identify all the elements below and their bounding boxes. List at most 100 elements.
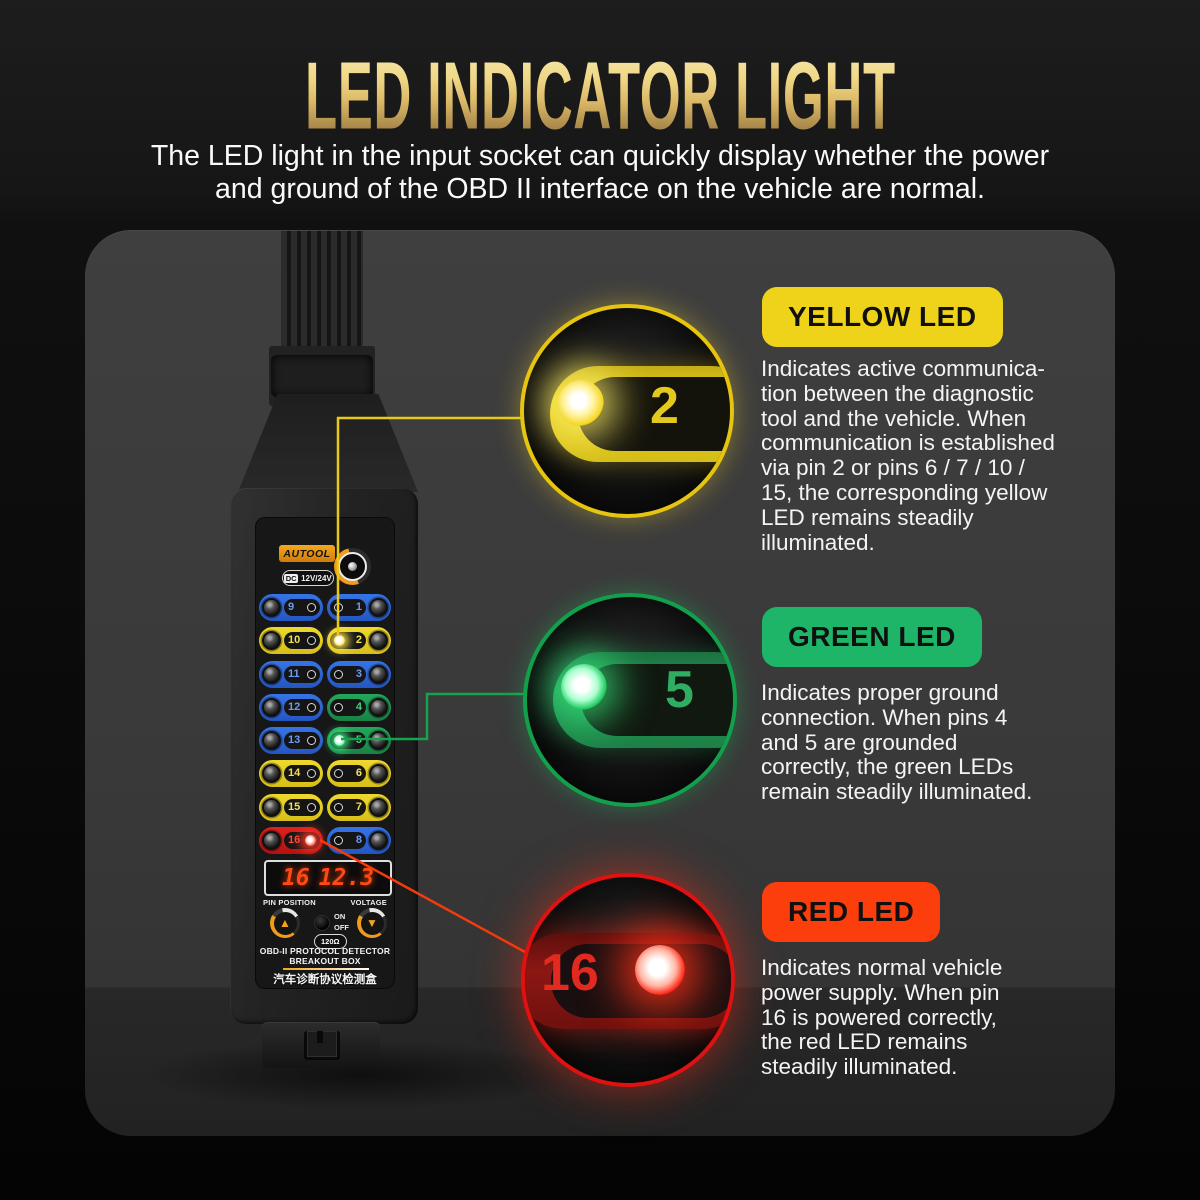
led-dot — [307, 702, 316, 712]
yellow-led-description: Indicates active communica- tion between… — [761, 356, 1055, 555]
led-dot — [307, 802, 316, 812]
pin-indicator-15: 15 — [259, 793, 323, 821]
pin-number: 13 — [288, 734, 301, 747]
on-label: ON — [334, 912, 346, 921]
pin-capsule: 14 — [284, 765, 320, 783]
led-dot-lit — [334, 735, 345, 747]
pin-indicator-12: 12 — [259, 693, 323, 721]
pin-number: 3 — [355, 667, 362, 680]
zoom-pin-number: 2 — [650, 377, 679, 435]
pin-capsule: 4 — [330, 698, 366, 716]
pin-number: 9 — [288, 601, 295, 613]
pin-indicator-3: 3 — [327, 660, 391, 688]
pin-row: 16 8 — [259, 827, 391, 855]
obd-connector-slot — [304, 1031, 340, 1060]
pin-rows: 9 1 10 2 11 3 12 4 13 5 14 6 15 7 16 8 — [259, 594, 391, 855]
pin-number: 7 — [355, 800, 362, 813]
led-dot — [307, 769, 316, 779]
voltage-select-knob: ▼ — [357, 908, 387, 938]
pin-indicator-13: 13 — [259, 727, 323, 755]
divider-line — [283, 968, 369, 970]
led-dot-lit — [334, 635, 345, 647]
pin-indicator-7: 7 — [327, 793, 391, 821]
pin-indicator-4: 4 — [327, 693, 391, 721]
zoom-capsule — [581, 664, 733, 736]
pin-number: 16 — [288, 834, 301, 847]
zoom-pill-green: 5 — [553, 652, 733, 748]
pin-row: 10 2 — [259, 627, 391, 655]
screw-terminal — [262, 764, 281, 784]
brand-logo: AUTOOL — [279, 545, 335, 562]
led-dot — [334, 802, 343, 812]
pin-indicator-11: 11 — [259, 660, 323, 688]
zoom-pin-number: 16 — [541, 944, 599, 1002]
pin-number: 1 — [355, 601, 362, 613]
green-led-badge: GREEN LED — [762, 607, 982, 667]
red-led-description: Indicates normal vehicle power supply. W… — [761, 955, 1003, 1080]
led-dot — [307, 736, 316, 746]
dc-label: DC — [284, 573, 299, 583]
page-subtitle: The LED light in the input socket can qu… — [150, 140, 1050, 205]
pin-indicator-10: 10 — [259, 627, 323, 655]
screw-terminal — [369, 764, 388, 784]
display-voltage-value: 12.3 — [318, 865, 375, 891]
pin-number: 11 — [288, 667, 300, 680]
screw-terminal — [262, 631, 281, 651]
pin-capsule: 9 — [284, 599, 320, 616]
pin-capsule: 13 — [284, 732, 320, 750]
screw-terminal — [369, 731, 388, 751]
pin-capsule: 12 — [284, 698, 320, 716]
led-dot — [307, 603, 316, 612]
pin-row: 14 6 — [259, 760, 391, 788]
pin-position-label: PIN POSITION — [263, 898, 316, 907]
pin-capsule: 10 — [284, 632, 320, 650]
pin-capsule: 5 — [330, 732, 366, 750]
power-toggle-button — [314, 915, 330, 931]
green-led-zoom-circle: 5 — [523, 593, 737, 807]
pin-indicator-6: 6 — [327, 760, 391, 788]
screw-terminal — [262, 697, 281, 717]
led-dot-lit — [305, 835, 316, 847]
pin-row: 11 3 — [259, 660, 391, 688]
pin-indicator-2: 2 — [327, 627, 391, 655]
power-knob — [334, 548, 371, 585]
red-led-badge: RED LED — [762, 882, 941, 942]
pin-row: 12 4 — [259, 693, 391, 721]
screw-terminal — [369, 797, 388, 817]
voltage-label: VOLTAGE — [350, 898, 387, 907]
on-off-labels: ON OFF — [334, 911, 349, 933]
screw-terminal — [369, 831, 388, 851]
led-dot — [334, 603, 343, 612]
pin-capsule: 16 — [284, 832, 320, 850]
led-dot — [334, 702, 343, 712]
seven-segment-display: 16 12.3 — [264, 860, 392, 896]
screw-terminal — [369, 697, 388, 717]
pin-indicator-1: 1 — [327, 594, 391, 621]
display-pin-value: 16 — [281, 865, 310, 891]
triangle-down-icon: ▼ — [366, 916, 378, 930]
yellow-led-glow — [558, 380, 604, 426]
pin-indicator-14: 14 — [259, 760, 323, 788]
ribbon-cable — [281, 231, 363, 357]
pin-number: 5 — [355, 734, 362, 747]
zoom-pill-yellow: 2 — [550, 366, 730, 462]
pin-indicator-9: 9 — [259, 594, 323, 621]
green-led-description: Indicates proper ground connection. When… — [761, 680, 1033, 805]
pin-indicator-16: 16 — [259, 827, 323, 855]
screw-terminal — [262, 831, 281, 851]
display-labels: PIN POSITION VOLTAGE — [255, 898, 395, 907]
screw-terminal — [262, 731, 281, 751]
green-led-glow — [561, 664, 607, 710]
pin-select-knob: ▲ — [270, 908, 300, 938]
screw-terminal — [369, 664, 388, 684]
pin-indicator-8: 8 — [327, 827, 391, 855]
screw-terminal — [262, 797, 281, 817]
dc-voltage-label: DC 12V/24V — [282, 570, 334, 586]
pin-row: 15 7 — [259, 793, 391, 821]
led-dot — [334, 669, 343, 679]
zoom-pin-number: 5 — [665, 661, 694, 719]
pin-number: 10 — [288, 634, 301, 647]
off-label: OFF — [334, 923, 349, 932]
